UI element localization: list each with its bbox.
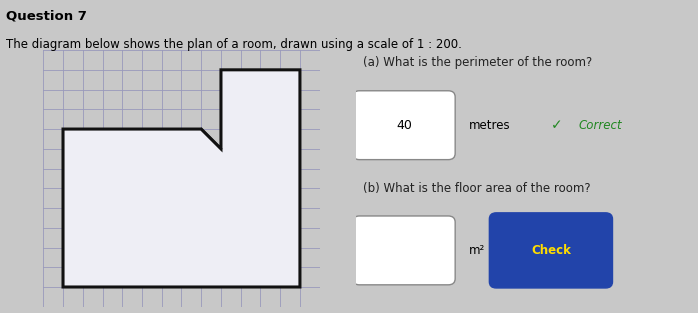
Text: ✓: ✓	[551, 118, 563, 132]
FancyBboxPatch shape	[352, 91, 455, 160]
Text: metres: metres	[469, 119, 510, 132]
Polygon shape	[63, 70, 300, 287]
Text: m²: m²	[469, 244, 485, 257]
Text: Question 7: Question 7	[6, 9, 87, 23]
Text: (b) What is the floor area of the room?: (b) What is the floor area of the room?	[363, 182, 591, 195]
FancyBboxPatch shape	[352, 216, 455, 285]
Text: The diagram below shows the plan of a room, drawn using a scale of 1 : 200.: The diagram below shows the plan of a ro…	[6, 38, 461, 51]
Text: Check: Check	[531, 244, 571, 257]
Text: 40: 40	[396, 119, 412, 132]
FancyBboxPatch shape	[489, 213, 613, 288]
Text: (a) What is the perimeter of the room?: (a) What is the perimeter of the room?	[363, 56, 592, 69]
Text: Correct: Correct	[578, 119, 622, 132]
